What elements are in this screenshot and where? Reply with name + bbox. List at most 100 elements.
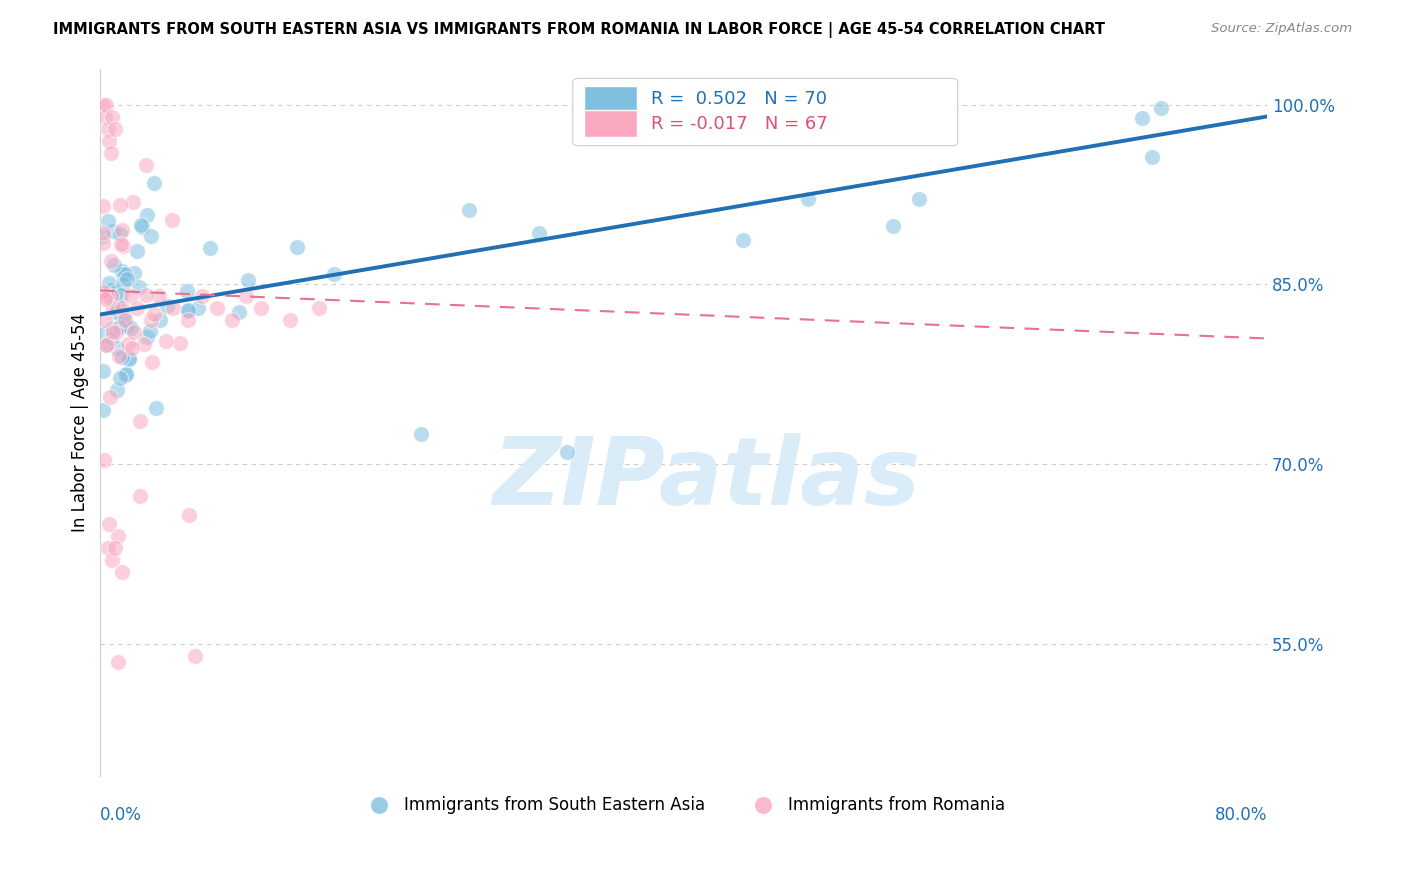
Point xyxy=(98,284,121,298)
Point xyxy=(101,553,124,567)
Point xyxy=(97,277,120,291)
Point xyxy=(125,301,148,316)
Point xyxy=(141,355,163,369)
Point xyxy=(96,289,118,303)
Point xyxy=(101,331,124,345)
Point xyxy=(104,541,127,556)
Point xyxy=(191,289,214,303)
Point xyxy=(527,226,550,240)
Point xyxy=(125,244,148,259)
Point xyxy=(117,351,139,365)
Point xyxy=(93,453,115,467)
Point xyxy=(117,272,139,286)
Point xyxy=(136,208,159,222)
Point xyxy=(103,258,125,272)
Point xyxy=(1140,150,1163,164)
Point xyxy=(93,110,115,124)
Point xyxy=(97,337,120,351)
Point xyxy=(98,517,121,532)
Point xyxy=(118,352,141,367)
Point xyxy=(117,337,139,351)
Point xyxy=(98,390,121,404)
Point xyxy=(105,326,128,340)
Point xyxy=(100,145,122,160)
Point xyxy=(177,304,200,318)
Legend: Immigrants from South Eastern Asia, Immigrants from Romania: Immigrants from South Eastern Asia, Immi… xyxy=(356,789,1012,822)
Point xyxy=(94,338,117,352)
Point xyxy=(1130,111,1153,125)
Point xyxy=(278,313,301,327)
Point xyxy=(97,213,120,227)
Point xyxy=(132,337,155,351)
Point xyxy=(91,285,114,299)
Point xyxy=(114,368,136,382)
Point xyxy=(122,194,145,209)
Point xyxy=(101,325,124,339)
Point xyxy=(105,341,128,355)
Point xyxy=(555,445,578,459)
Point xyxy=(104,121,127,136)
Point xyxy=(105,285,128,299)
Point xyxy=(322,267,344,281)
Point xyxy=(205,301,228,316)
Point xyxy=(111,223,134,237)
Point xyxy=(120,320,142,334)
Point xyxy=(112,239,135,253)
Point xyxy=(894,97,917,112)
FancyBboxPatch shape xyxy=(572,78,957,145)
Point xyxy=(149,312,172,326)
Point xyxy=(94,338,117,352)
Text: R =  0.502   N = 70: R = 0.502 N = 70 xyxy=(651,90,827,108)
Point xyxy=(458,202,481,217)
Point xyxy=(91,364,114,378)
Point xyxy=(101,110,124,124)
Point xyxy=(97,541,120,556)
Y-axis label: In Labor Force | Age 45-54: In Labor Force | Age 45-54 xyxy=(72,313,89,532)
Point xyxy=(139,228,162,243)
Point xyxy=(135,288,157,302)
Point xyxy=(111,566,134,580)
Text: 0.0%: 0.0% xyxy=(100,806,142,824)
Point xyxy=(131,219,153,234)
Point xyxy=(187,301,209,316)
Point xyxy=(249,301,271,316)
Point xyxy=(120,289,142,303)
Point xyxy=(111,351,134,365)
Text: Source: ZipAtlas.com: Source: ZipAtlas.com xyxy=(1212,22,1353,36)
Point xyxy=(235,289,257,303)
Point xyxy=(411,427,433,442)
Point xyxy=(177,313,200,327)
Point xyxy=(1150,101,1173,115)
Point xyxy=(91,97,114,112)
Point xyxy=(108,197,131,211)
Point xyxy=(129,218,152,232)
Point xyxy=(105,383,128,397)
Point xyxy=(141,313,163,327)
Point xyxy=(93,313,115,327)
Point xyxy=(110,237,132,252)
Point xyxy=(177,303,200,318)
Point xyxy=(98,134,121,148)
Point xyxy=(114,267,136,281)
Point xyxy=(221,313,243,327)
Point xyxy=(155,334,177,349)
Point xyxy=(107,529,129,543)
Point xyxy=(142,307,165,321)
Point xyxy=(145,401,167,415)
Point xyxy=(100,254,122,268)
Point xyxy=(114,367,136,381)
Point xyxy=(128,414,150,428)
Point xyxy=(236,272,259,286)
Point xyxy=(97,121,120,136)
Bar xyxy=(585,111,637,137)
Point xyxy=(135,330,157,344)
Point xyxy=(101,224,124,238)
Point xyxy=(91,229,114,244)
Point xyxy=(142,177,165,191)
Point xyxy=(179,508,201,523)
Point xyxy=(112,308,135,322)
Point xyxy=(882,219,904,233)
Point xyxy=(108,350,131,364)
Point xyxy=(107,299,129,313)
Point xyxy=(100,322,122,336)
